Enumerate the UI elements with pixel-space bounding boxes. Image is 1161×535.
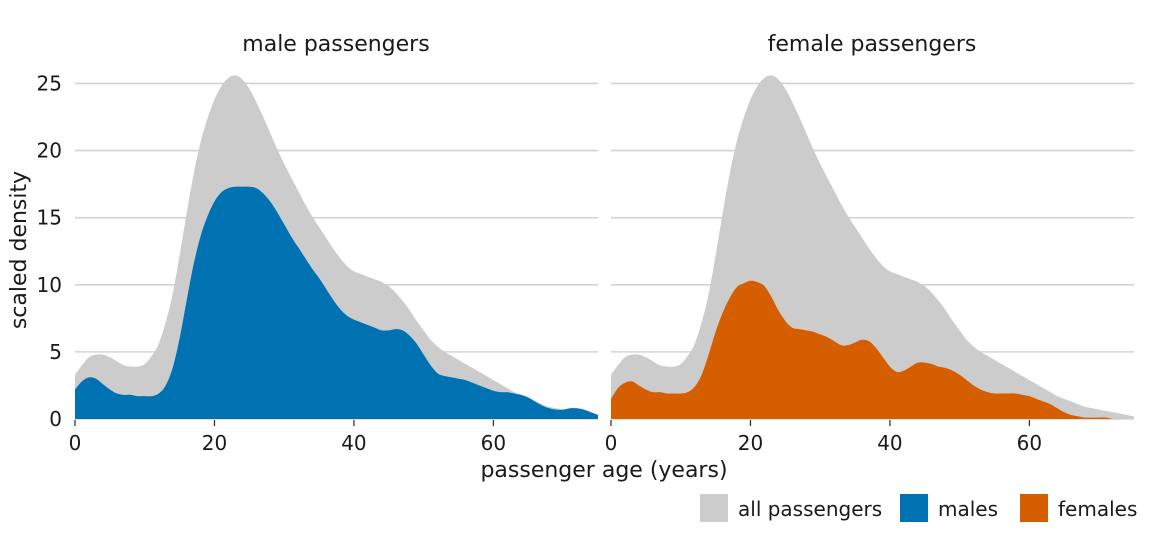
legend: all passengers males females (700, 494, 1137, 522)
y-tick-label: 5 (49, 340, 62, 364)
y-tick-label: 20 (37, 139, 62, 163)
legend-label-females: females (1058, 497, 1137, 521)
x-tick-label: 60 (1017, 431, 1042, 455)
y-tick-label: 25 (37, 71, 62, 95)
y-tick-label: 10 (37, 273, 62, 297)
x-axis-label: passenger age (years) (480, 458, 727, 483)
y-axis-label: scaled density (7, 171, 32, 329)
y-tick-label: 15 (37, 206, 62, 230)
x-tick-label: 40 (877, 431, 902, 455)
x-tick-label: 0 (69, 431, 82, 455)
x-tick-label: 20 (738, 431, 763, 455)
panel-male-passengers: male passengers 0 20 40 60 (69, 32, 598, 455)
x-tick-label: 20 (202, 431, 227, 455)
panel-title-female: female passengers (768, 32, 977, 57)
panel-title-male: male passengers (242, 32, 429, 57)
y-axis-ticks: 0 5 10 15 20 25 (37, 71, 62, 431)
legend-label-males: males (938, 497, 998, 521)
x-tick-label: 60 (481, 431, 506, 455)
panel-female-passengers: female passengers 0 20 40 60 (605, 32, 1134, 455)
legend-swatch-all (700, 494, 728, 522)
area-females (611, 280, 1134, 420)
legend-swatch-males (900, 494, 928, 522)
legend-label-all: all passengers (738, 497, 882, 521)
x-tick-label: 40 (341, 431, 366, 455)
x-tick-label: 0 (605, 431, 618, 455)
legend-swatch-females (1020, 494, 1048, 522)
y-tick-label: 0 (49, 407, 62, 431)
area-males (75, 186, 598, 419)
